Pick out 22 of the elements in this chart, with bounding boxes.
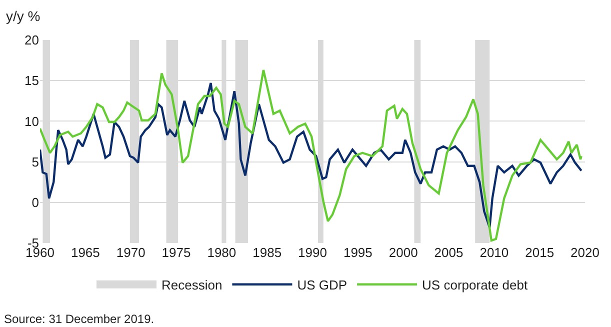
legend-label: US GDP xyxy=(297,277,348,292)
x-tick-label: 1970 xyxy=(116,245,146,260)
x-tick-label: 1990 xyxy=(298,245,327,260)
x-tick-label: 1980 xyxy=(207,245,236,260)
x-tick-label: 1995 xyxy=(343,245,372,260)
y-tick-label: 10 xyxy=(24,114,39,129)
x-tick-label: 1975 xyxy=(162,245,191,260)
x-tick-label: 1985 xyxy=(252,245,282,260)
x-tick-label: 2015 xyxy=(525,245,554,260)
legend-label: Recession xyxy=(162,277,222,292)
x-tick-label: 1965 xyxy=(70,245,100,260)
y-tick-label: 5 xyxy=(32,154,39,170)
x-tick-label: 2020 xyxy=(570,245,600,260)
y-axis-title: y/y % xyxy=(6,8,40,24)
y-tick-label: 15 xyxy=(24,73,39,88)
x-tick-label: 2000 xyxy=(388,245,418,260)
y-tick-label: 20 xyxy=(24,32,39,48)
y-tick-label: 0 xyxy=(32,194,39,210)
x-tick-label: 2005 xyxy=(434,245,464,260)
legend-label: US corporate debt xyxy=(422,277,528,292)
source-note: Source: 31 December 2019. xyxy=(4,312,154,326)
x-tick-label: 2010 xyxy=(480,245,509,260)
